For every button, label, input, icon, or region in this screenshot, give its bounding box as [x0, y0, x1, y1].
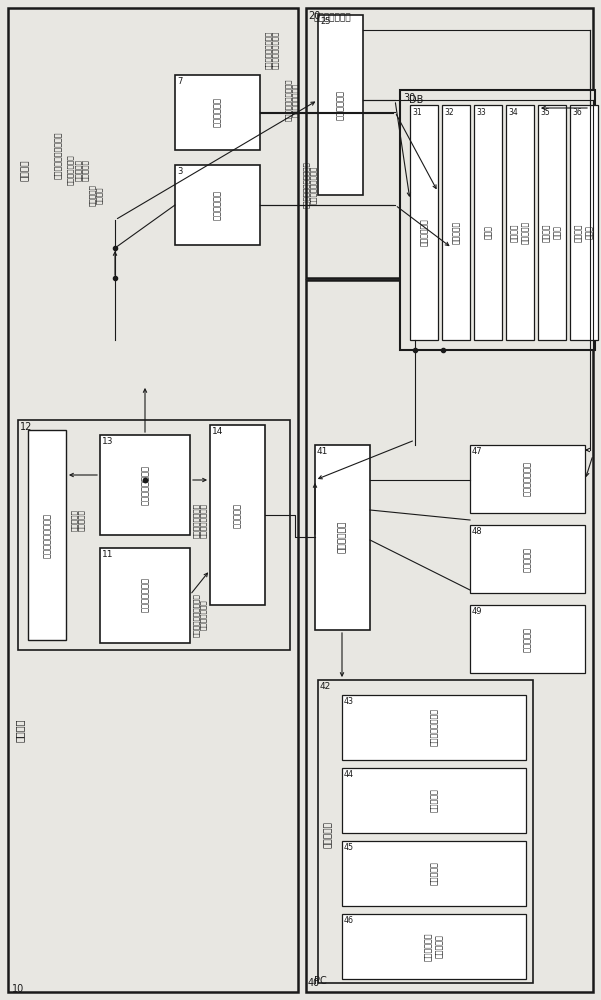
Bar: [538, 105, 566, 340]
Text: 31: 31: [412, 108, 422, 117]
Text: 49: 49: [472, 607, 483, 616]
Text: 振动收集单元: 振动收集单元: [213, 190, 222, 220]
Text: 20: 20: [308, 11, 320, 21]
Text: 控制装置: 控制装置: [15, 718, 25, 742]
Text: 图像数据
存储部: 图像数据 存储部: [542, 223, 562, 242]
Text: 机器数据收集部: 机器数据收集部: [141, 578, 150, 612]
Text: 声响输出部: 声响输出部: [523, 626, 532, 652]
Text: 预览管理部: 预览管理部: [323, 822, 332, 848]
Text: 36: 36: [572, 108, 582, 117]
Text: 14: 14: [212, 427, 224, 436]
Text: 45: 45: [344, 843, 354, 852]
Text: 阈值设定部: 阈值设定部: [430, 789, 439, 812]
Text: 转矩表: 转矩表: [483, 226, 492, 239]
Text: 47: 47: [472, 447, 483, 456]
Text: 7: 7: [177, 77, 182, 86]
Bar: [210, 425, 265, 605]
Text: 3: 3: [177, 167, 182, 176]
Bar: [175, 165, 260, 245]
Bar: [306, 280, 593, 992]
Text: 数据取得日期时间
信息、波形特征量: 数据取得日期时间 信息、波形特征量: [193, 502, 207, 538]
Text: 12: 12: [20, 422, 32, 432]
Text: 44: 44: [344, 770, 354, 779]
Text: 趋势图制成显示部: 趋势图制成显示部: [430, 708, 439, 746]
Bar: [318, 15, 363, 195]
Bar: [470, 525, 585, 593]
Text: 25: 25: [320, 17, 331, 26]
Text: DB: DB: [409, 95, 423, 105]
Bar: [100, 435, 190, 535]
Text: 13: 13: [102, 437, 114, 446]
Text: 取得开始指示、
数据取得日
期时间信息: 取得开始指示、 数据取得日 期时间信息: [67, 155, 89, 185]
Bar: [342, 695, 526, 760]
Text: 数据取得日
期时间信息: 数据取得日 期时间信息: [71, 509, 85, 531]
Text: 46: 46: [344, 916, 354, 925]
Bar: [442, 105, 470, 340]
Text: 声响数据（文件名、数
据取得日期时间）: 声响数据（文件名、数 据取得日期时间）: [285, 79, 299, 121]
Text: 数帧的振动
波形数据: 数帧的振动 波形数据: [89, 184, 103, 206]
Bar: [342, 768, 526, 833]
Bar: [18, 420, 290, 650]
Text: 波形特征量表: 波形特征量表: [419, 219, 429, 246]
Text: 10: 10: [12, 984, 24, 994]
Text: 40: 40: [308, 978, 320, 988]
Text: 机器数据表: 机器数据表: [451, 221, 460, 244]
Bar: [570, 105, 598, 340]
Bar: [470, 445, 585, 513]
Bar: [318, 680, 533, 983]
Text: 43: 43: [344, 697, 354, 706]
Text: 图像显示部: 图像显示部: [523, 546, 532, 572]
Text: 振动波形
数据存储部: 振动波形 数据存储部: [510, 221, 529, 244]
Text: 机器数据: 机器数据: [20, 159, 29, 181]
Text: 声响数据
存储部: 声响数据 存储部: [575, 223, 594, 242]
Text: 41: 41: [317, 447, 328, 456]
Text: 30: 30: [403, 93, 415, 103]
Text: 34: 34: [508, 108, 517, 117]
Text: PC: PC: [314, 976, 327, 986]
Text: 机器数据测量部: 机器数据测量部: [314, 13, 352, 22]
Text: 33: 33: [476, 108, 486, 117]
Bar: [342, 841, 526, 906]
Text: 声响收集单元: 声响收集单元: [213, 97, 222, 127]
Bar: [342, 914, 526, 979]
Text: 振动波形数据（文件名、
数据取得日期时间）: 振动波形数据（文件名、 数据取得日期时间）: [303, 162, 317, 208]
Bar: [28, 430, 66, 640]
Text: 波形特征量运算部: 波形特征量运算部: [141, 465, 150, 505]
Text: 数据取得日期时间信息: 数据取得日期时间信息: [53, 131, 63, 179]
Text: 图像处理系统: 图像处理系统: [335, 90, 344, 120]
Bar: [410, 105, 438, 340]
Bar: [400, 90, 595, 350]
Bar: [175, 75, 260, 150]
Text: 波形分析显示部: 波形分析显示部: [523, 462, 532, 496]
Text: 监视数据取得
时序设定部: 监视数据取得 时序设定部: [424, 932, 444, 961]
Text: 11: 11: [102, 550, 114, 559]
Text: 图像数据（文件名、
数据取得日期时间）: 图像数据（文件名、 数据取得日期时间）: [265, 31, 279, 69]
Text: 警告输出部: 警告输出部: [430, 862, 439, 885]
Text: 32: 32: [444, 108, 454, 117]
Bar: [8, 8, 298, 992]
Text: 35: 35: [540, 108, 550, 117]
Text: 机器数据取得日期时间
信息、机器数据: 机器数据取得日期时间 信息、机器数据: [193, 593, 207, 637]
Bar: [315, 445, 370, 630]
Bar: [474, 105, 502, 340]
Text: 存储指示部: 存储指示部: [233, 502, 242, 528]
Text: 数据库处理部: 数据库处理部: [338, 521, 347, 553]
Bar: [470, 605, 585, 673]
Text: 42: 42: [320, 682, 331, 691]
Text: 48: 48: [472, 527, 483, 536]
Bar: [100, 548, 190, 643]
Bar: [506, 105, 534, 340]
Bar: [306, 8, 593, 278]
Text: 监视数据取得指示部: 监视数据取得指示部: [43, 512, 52, 558]
